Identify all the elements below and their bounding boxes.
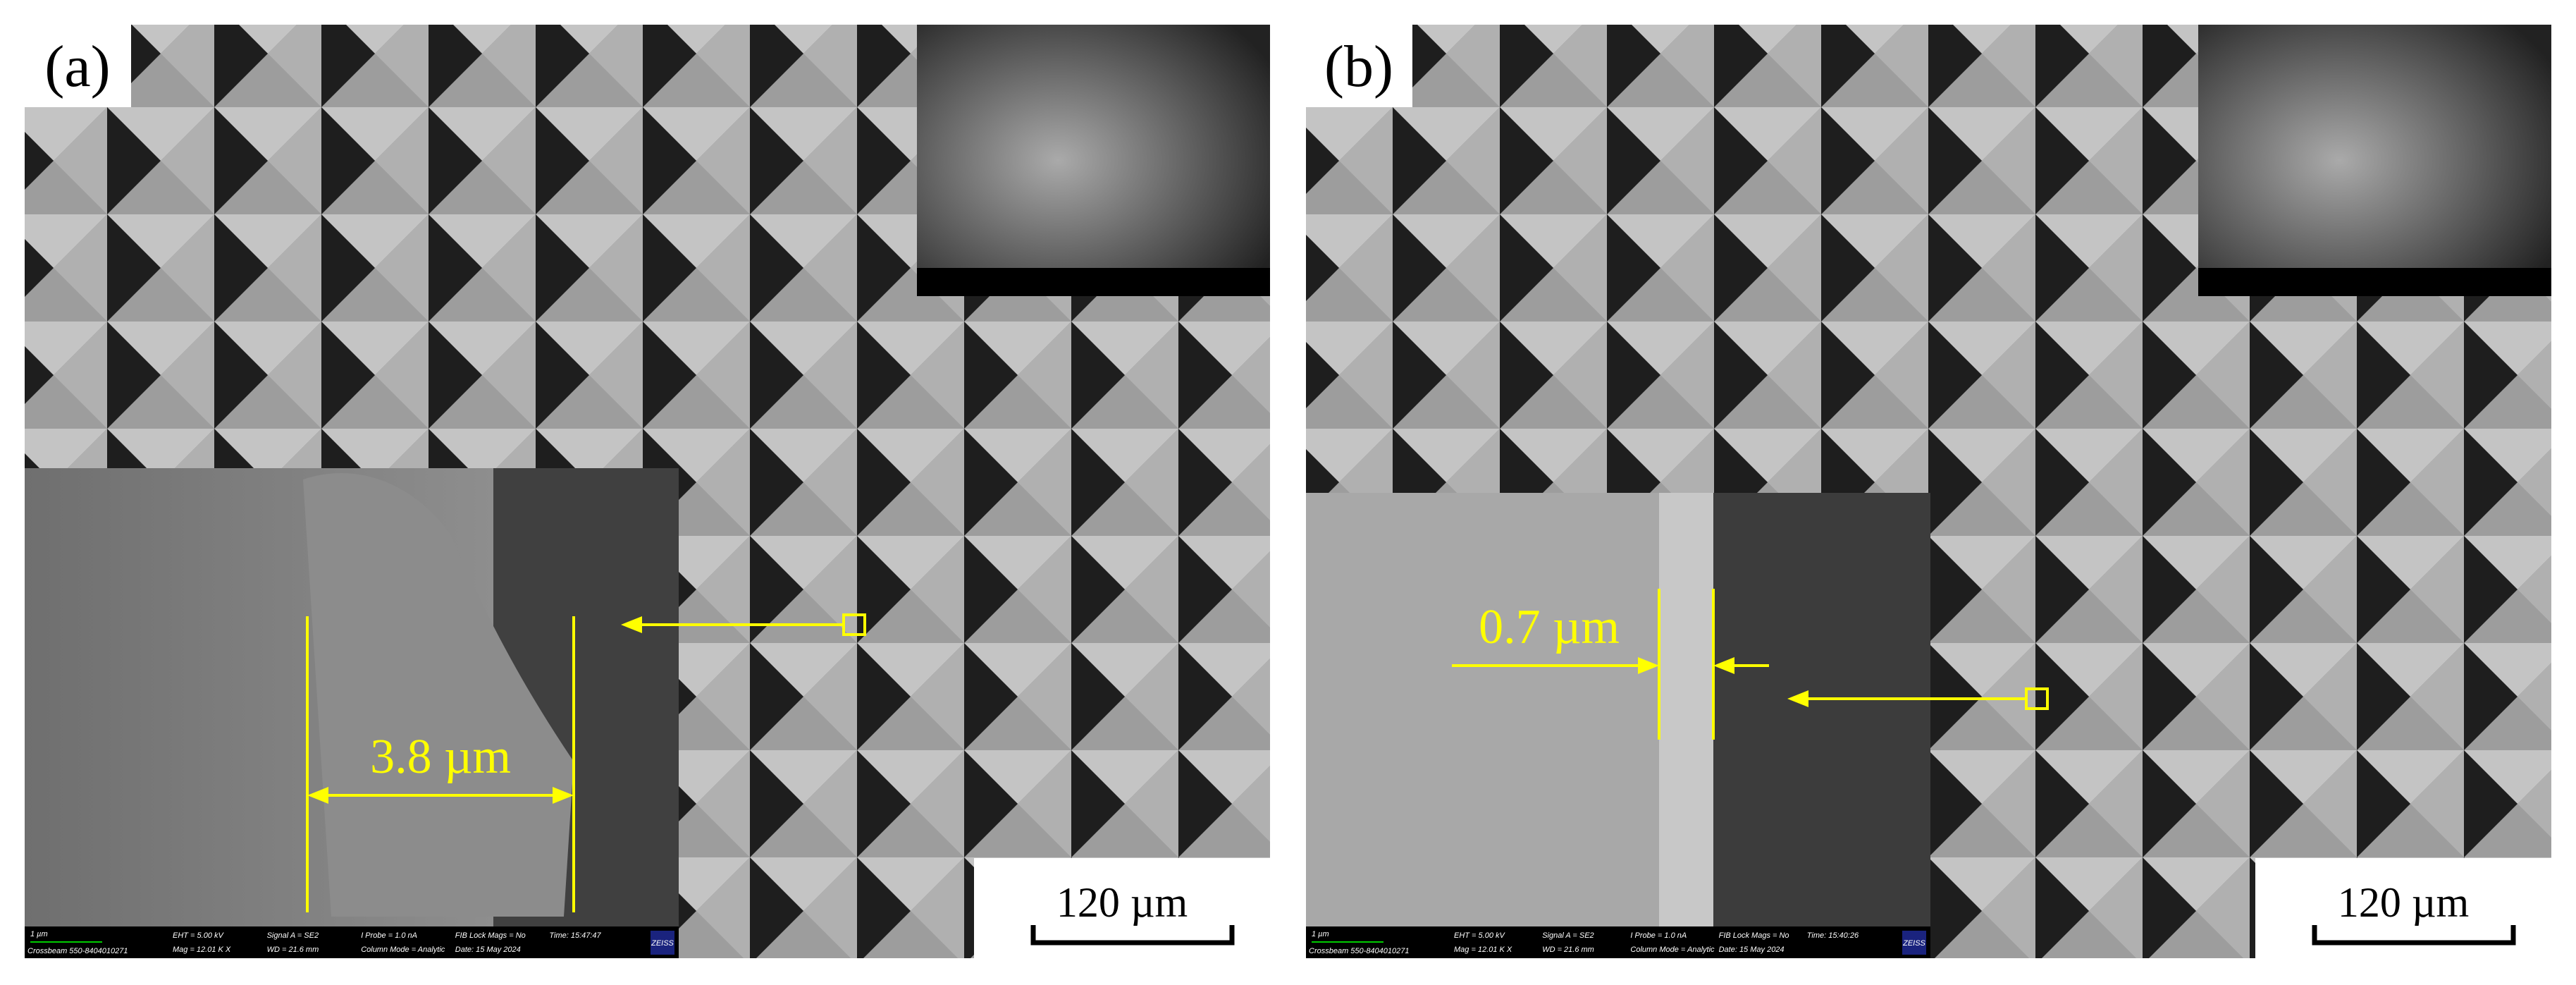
info-field: Column Mode = Analytic <box>1630 946 1715 954</box>
arrow-head <box>307 787 328 804</box>
info-bar: 1 µm Crossbeam 550-8404010271 EHT = 5.00 k… <box>25 926 679 958</box>
fib-layer <box>1659 493 1713 926</box>
info-field: WD = 21.6 mm <box>267 946 319 954</box>
info-field: WD = 21.6 mm <box>1542 946 1594 954</box>
info-field: EHT = 5.00 kV <box>1454 931 1506 940</box>
panel-label: (a) <box>44 34 110 99</box>
fib-layer <box>303 473 574 917</box>
info-field: Mag = 12.01 K X <box>1454 946 1512 954</box>
panel-label: (b) <box>1324 34 1393 99</box>
measurement: 3.8 µm <box>370 730 511 784</box>
info-field: Signal A = SE2 <box>267 931 319 940</box>
info-field: FIB Lock Mags = No <box>1719 931 1789 940</box>
inset-info <box>2198 268 2551 296</box>
brand-box <box>1902 931 1926 955</box>
info-field: FIB Lock Mags = No <box>455 931 526 940</box>
arrow-head <box>1713 657 1734 674</box>
info-field: I Probe = 1.0 nA <box>361 931 417 940</box>
info-field: Mag = 12.01 K X <box>173 946 231 954</box>
chamber-inset <box>917 25 1270 296</box>
info-bar: 1 µm Crossbeam 550-8404010271 EHT = 5.00 k… <box>1306 926 1930 958</box>
label-box <box>1306 25 1412 107</box>
scale-label: 120 µm <box>2338 879 2469 926</box>
scale-bar <box>1030 925 1235 946</box>
info-instrument: Crossbeam 550-8404010271 <box>1309 947 1410 955</box>
info-field: Signal A = SE2 <box>1542 931 1594 940</box>
info-field: Time: 15:40:26 <box>1807 931 1859 940</box>
brand: ZEISS <box>651 939 674 948</box>
brand: ZEISS <box>1902 939 1925 948</box>
info-scale: 1 µm <box>30 930 48 938</box>
inset-info <box>917 268 1270 296</box>
info-field: Time: 15:47:47 <box>549 931 601 940</box>
fib-substrate <box>1713 493 1930 926</box>
scale-bar <box>2312 925 2516 946</box>
arrow-head <box>1638 657 1659 674</box>
info-field: Date: 15 May 2024 <box>1719 946 1785 954</box>
label-box <box>25 25 131 107</box>
brand-box <box>651 931 674 955</box>
arrow-head <box>553 787 574 804</box>
info-instrument: Crossbeam 550-8404010271 <box>27 947 128 955</box>
info-bg <box>25 926 679 958</box>
panel-a: (a) 1 µm Crossbeam 550-8404010271 EHT = 5.… <box>25 25 1270 958</box>
panel-b: (b) 1 µm Crossbeam 550-8404010271 EHT = 5.… <box>1306 25 2551 958</box>
info-bg <box>1306 926 1930 958</box>
info-field: Date: 15 May 2024 <box>455 946 521 954</box>
info-field: Column Mode = Analytic <box>361 946 445 954</box>
arrow-head <box>621 616 642 633</box>
chamber-inset <box>2198 25 2551 296</box>
info-field: EHT = 5.00 kV <box>173 931 225 940</box>
info-scale: 1 µm <box>1312 930 1329 938</box>
measurement: 0.7 µm <box>1479 600 1620 654</box>
arrow-head <box>1787 690 1808 707</box>
info-field: I Probe = 1.0 nA <box>1630 931 1687 940</box>
scale-label: 120 µm <box>1056 879 1188 926</box>
